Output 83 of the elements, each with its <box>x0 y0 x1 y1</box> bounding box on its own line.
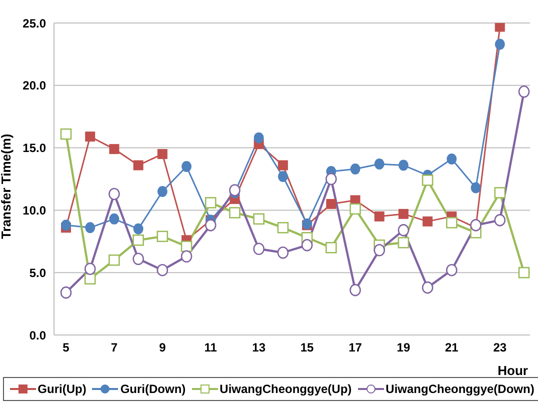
point <box>60 128 72 140</box>
point <box>350 284 361 296</box>
y-tick-label: 25.0 <box>22 16 46 30</box>
point <box>108 254 120 266</box>
point <box>229 207 240 218</box>
y-tick-label: 15.0 <box>22 141 46 156</box>
point <box>422 216 433 226</box>
point <box>494 214 506 226</box>
point <box>109 213 120 224</box>
point <box>253 213 264 225</box>
point <box>61 220 71 231</box>
point <box>132 252 144 266</box>
point <box>398 160 408 171</box>
point <box>446 264 458 276</box>
point <box>180 240 192 252</box>
point <box>253 242 264 256</box>
point <box>301 238 313 252</box>
point <box>398 237 410 248</box>
point <box>156 230 168 242</box>
x-tick-label: 13 <box>252 340 266 355</box>
x-tick-label: 7 <box>110 340 118 355</box>
point <box>278 171 288 182</box>
y-axis-title: Transfer Time(m) <box>0 134 14 239</box>
legend-label: Guri(Up) <box>38 382 86 396</box>
point <box>398 224 410 236</box>
point <box>278 160 288 170</box>
point <box>277 222 289 234</box>
y-tick-label: 20.0 <box>22 78 46 93</box>
point <box>60 286 72 299</box>
point <box>180 250 192 263</box>
point <box>204 219 216 232</box>
point <box>109 144 120 154</box>
point <box>254 132 264 144</box>
point <box>84 273 96 284</box>
point <box>326 198 336 209</box>
point <box>446 154 457 165</box>
y-tick-label: 5.0 <box>29 266 46 280</box>
x-axis-title: Hour <box>498 363 528 378</box>
point <box>156 264 168 276</box>
point <box>518 266 530 278</box>
point <box>494 38 505 50</box>
point <box>157 149 168 160</box>
x-tick-label: 15 <box>300 340 314 355</box>
point <box>229 184 240 196</box>
point <box>422 174 434 186</box>
x-tick-label: 19 <box>396 340 410 355</box>
point <box>326 242 337 254</box>
point <box>518 85 530 98</box>
point <box>326 172 337 186</box>
point <box>494 23 505 32</box>
point <box>374 158 384 170</box>
x-tick-label: 21 <box>445 340 459 355</box>
point <box>157 186 168 197</box>
point <box>85 132 96 142</box>
point <box>108 188 120 200</box>
point <box>350 164 360 175</box>
point <box>133 160 144 170</box>
point <box>182 161 192 172</box>
point <box>446 217 458 228</box>
legend-label: UiwangCheonggye(Down) <box>386 382 534 396</box>
point <box>84 262 96 276</box>
point <box>374 244 386 256</box>
point <box>398 208 408 219</box>
x-tick-label: 9 <box>159 340 166 355</box>
y-tick-label: 0.0 <box>29 328 46 342</box>
x-tick-label: 5 <box>62 340 70 355</box>
point <box>277 246 289 259</box>
point <box>133 223 144 234</box>
point <box>85 222 96 234</box>
legend-label: Guri(Down) <box>120 382 186 396</box>
point <box>350 203 361 215</box>
point <box>422 281 434 294</box>
x-tick-label: 17 <box>348 340 362 355</box>
x-tick-label: 23 <box>493 340 507 355</box>
x-tick-label: 11 <box>204 340 218 355</box>
legend-label: UiwangCheonggye(Up) <box>220 382 352 396</box>
point <box>470 219 482 232</box>
point <box>374 211 384 222</box>
point <box>494 187 506 198</box>
y-tick-label: 10.0 <box>22 203 46 218</box>
point <box>132 234 144 246</box>
point <box>470 182 481 194</box>
point <box>204 197 216 208</box>
